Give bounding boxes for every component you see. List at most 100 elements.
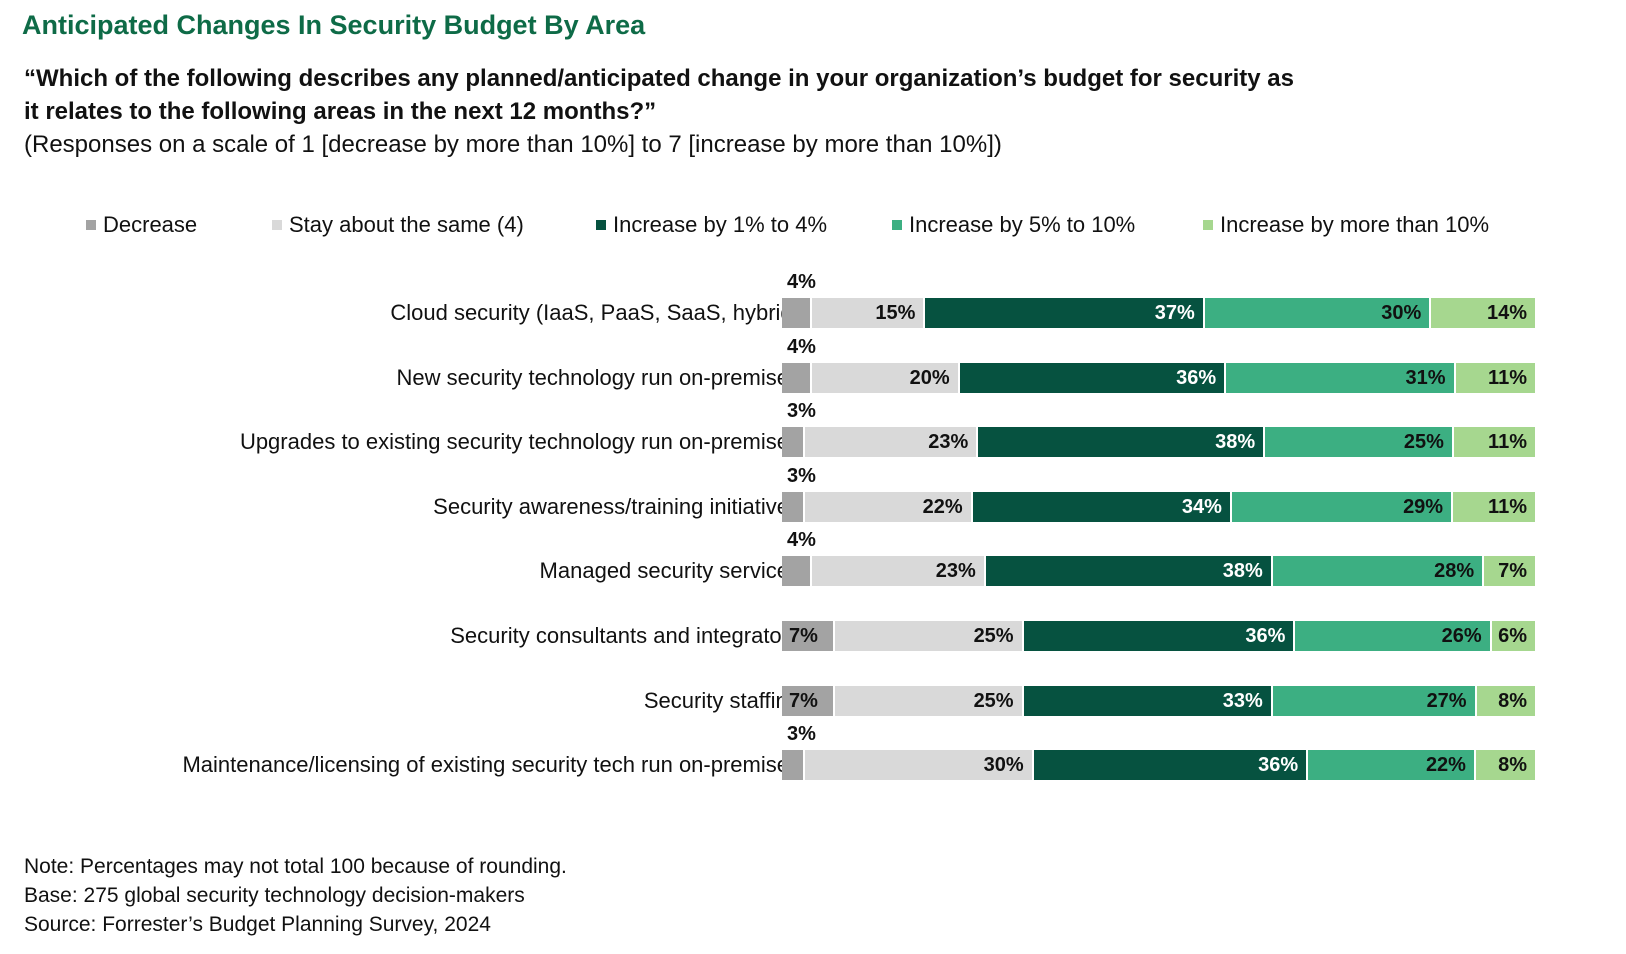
data-label: 7% xyxy=(1498,560,1527,582)
survey-question-line-2: it relates to the following areas in the… xyxy=(24,98,657,125)
bar-segment xyxy=(972,492,1230,522)
legend-item: Decrease xyxy=(86,212,197,238)
scale-note: (Responses on a scale of 1 [decrease by … xyxy=(24,131,1002,158)
bar-segment xyxy=(959,363,1225,393)
legend-swatch xyxy=(596,220,606,230)
data-label: 26% xyxy=(1441,625,1482,647)
bar-segment xyxy=(1491,621,1535,651)
legend-label: Increase by 5% to 10% xyxy=(909,212,1136,237)
bar-segment xyxy=(782,298,811,328)
bar-segment xyxy=(811,363,958,393)
bar-segment xyxy=(1453,492,1535,522)
bar-segment xyxy=(812,298,924,328)
bar-segment xyxy=(782,750,803,780)
category-label: New security technology run on-premises xyxy=(396,365,800,390)
data-label: 36% xyxy=(1245,625,1286,647)
legend-swatch xyxy=(272,220,282,230)
bar-segment xyxy=(834,621,1022,651)
bar-segment xyxy=(1231,492,1452,522)
bar-segment xyxy=(782,686,833,716)
legend-item: Stay about the same (4) xyxy=(272,212,524,238)
data-label: 3% xyxy=(787,400,816,422)
bar-segment xyxy=(1272,686,1475,716)
data-label: 30% xyxy=(983,754,1024,776)
bar-segment xyxy=(1295,621,1490,651)
data-label: 36% xyxy=(1258,754,1299,776)
legend-item: Increase by more than 10% xyxy=(1203,212,1489,238)
legend-item: Increase by 5% to 10% xyxy=(892,212,1135,238)
bar-segment xyxy=(1475,750,1535,780)
category-label: Security staffing xyxy=(643,688,800,713)
survey-question-line-1: “Which of the following describes any pl… xyxy=(24,65,1294,92)
bar-segment xyxy=(1308,750,1474,780)
bar-segment xyxy=(782,427,803,457)
data-label: 15% xyxy=(875,302,916,324)
legend-swatch xyxy=(892,220,902,230)
bar-segment xyxy=(985,556,1271,586)
data-label: 6% xyxy=(1498,625,1527,647)
data-label: 31% xyxy=(1405,367,1446,389)
bar-segment xyxy=(1476,686,1535,716)
data-label: 23% xyxy=(935,560,976,582)
data-label: 11% xyxy=(1488,496,1527,518)
chart-title: Anticipated Changes In Security Budget B… xyxy=(22,10,646,40)
data-label: 33% xyxy=(1222,690,1263,712)
bar-segment xyxy=(812,556,984,586)
bar-segment xyxy=(1431,298,1535,328)
bar-segment xyxy=(1023,621,1294,651)
legend-label: Increase by 1% to 4% xyxy=(613,212,828,237)
data-label: 4% xyxy=(787,271,816,293)
data-label: 11% xyxy=(1488,431,1527,453)
data-label: 3% xyxy=(787,723,816,745)
bar-segment xyxy=(782,363,810,393)
bar-segment xyxy=(1455,363,1535,393)
bar-segment xyxy=(834,686,1022,716)
bar-segment xyxy=(1023,686,1271,716)
data-label: 29% xyxy=(1403,496,1444,518)
legend-swatch xyxy=(1203,220,1213,230)
bar-segment xyxy=(1226,363,1454,393)
legend-label: Increase by more than 10% xyxy=(1220,212,1490,237)
data-label: 30% xyxy=(1381,302,1422,324)
legend-item: Increase by 1% to 4% xyxy=(596,212,827,238)
bar-segment xyxy=(804,492,971,522)
data-label: 7% xyxy=(789,625,818,647)
legend-label: Stay about the same (4) xyxy=(289,212,524,237)
chart-notes: Note: Percentages may not total 100 beca… xyxy=(24,852,567,939)
data-label: 36% xyxy=(1176,367,1217,389)
data-label: 22% xyxy=(922,496,963,518)
data-label: 14% xyxy=(1486,302,1527,324)
data-label: 8% xyxy=(1498,754,1527,776)
legend-swatch xyxy=(86,220,96,230)
category-label: Cloud security (IaaS, PaaS, SaaS, hybrid… xyxy=(390,300,800,325)
bar-segment xyxy=(1033,750,1307,780)
legend-label: Decrease xyxy=(103,212,198,237)
bar-segment xyxy=(1453,427,1535,457)
category-label: Maintenance/licensing of existing securi… xyxy=(182,752,800,777)
data-label: 25% xyxy=(1403,431,1444,453)
data-label: 20% xyxy=(909,367,950,389)
data-label: 28% xyxy=(1434,560,1475,582)
data-label: 23% xyxy=(928,431,969,453)
bar-segment xyxy=(1265,427,1452,457)
category-label: Security awareness/training initiatives xyxy=(433,494,800,519)
survey-question: “Which of the following describes any pl… xyxy=(24,62,1444,128)
data-label: 38% xyxy=(1215,431,1256,453)
data-label: 11% xyxy=(1488,367,1527,389)
note-text: Note: Percentages may not total 100 beca… xyxy=(24,855,567,878)
data-label: 25% xyxy=(973,625,1014,647)
data-label: 25% xyxy=(973,690,1014,712)
category-label: Security consultants and integrators xyxy=(450,623,800,648)
category-label: Managed security services xyxy=(539,558,800,583)
data-label: 4% xyxy=(787,529,816,551)
source-text: Source: Forrester’s Budget Planning Surv… xyxy=(24,913,491,936)
category-label: Upgrades to existing security technology… xyxy=(239,429,800,454)
base-text: Base: 275 global security technology dec… xyxy=(24,884,525,907)
bar-segment xyxy=(782,621,833,651)
bar-segment xyxy=(804,427,977,457)
bar-segment xyxy=(978,427,1264,457)
bar-segment xyxy=(1204,298,1430,328)
bar-segment xyxy=(782,492,803,522)
data-label: 27% xyxy=(1426,690,1467,712)
data-label: 8% xyxy=(1498,690,1527,712)
